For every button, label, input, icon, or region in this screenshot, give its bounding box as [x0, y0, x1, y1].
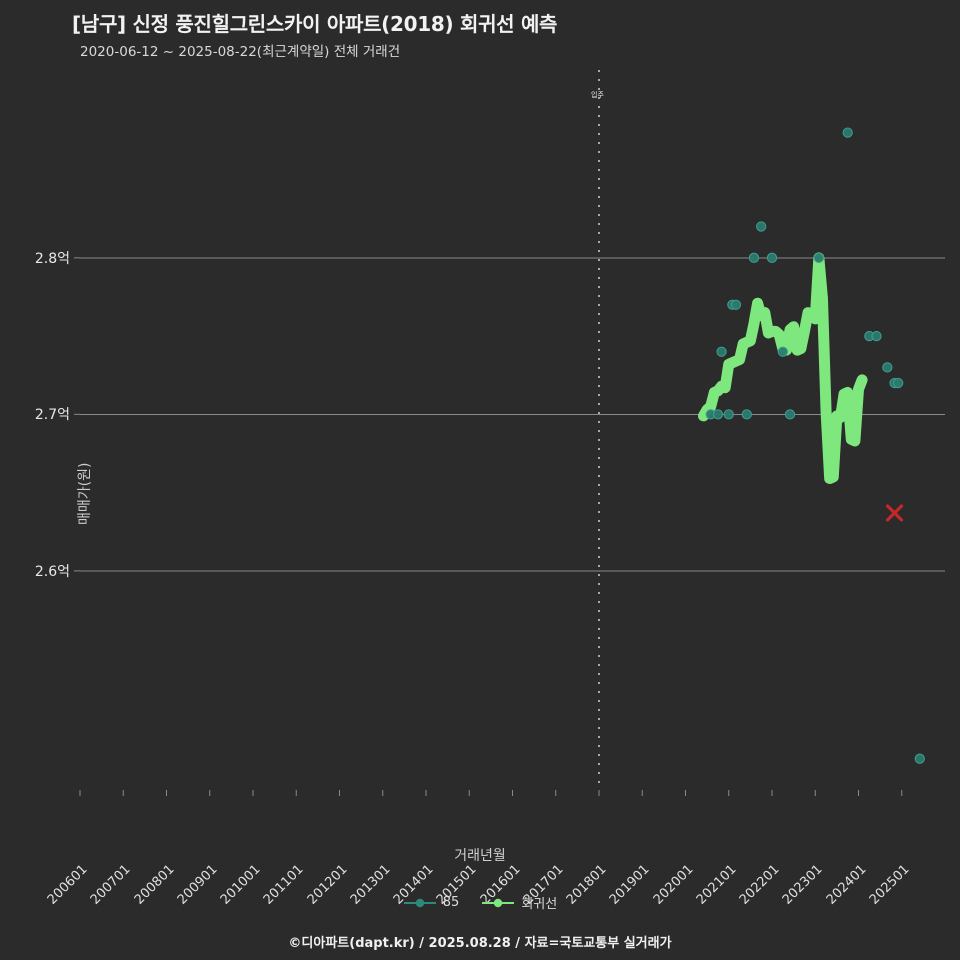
gridlines [74, 257, 945, 572]
prediction-marker [885, 504, 904, 522]
y-axis-title: 매매가(원) [77, 462, 93, 525]
regression-line [698, 252, 868, 485]
footer-credit: ©디아파트(dapt.kr) / 2025.08.28 / 자료=국토교통부 실… [288, 936, 672, 951]
x-tick-marks [79, 790, 903, 796]
y-tick-label: 2.6억 [34, 563, 70, 580]
plot-svg [74, 70, 945, 796]
legend-label: 85 [442, 895, 460, 910]
legend-marker-icon [403, 898, 436, 907]
scatter-points [705, 127, 925, 764]
chart-legend: 85 회귀선 [0, 893, 960, 912]
legend-label: 회귀선 [521, 897, 558, 912]
legend-item[interactable]: 85 [403, 895, 460, 910]
y-tick-label: 2.7억 [34, 407, 70, 424]
legend-item[interactable]: 회귀선 [481, 893, 557, 912]
x-axis-title: 거래년월 [454, 848, 506, 864]
plot-area: 2.8억 2.7억 2.6억 200601 200701 200801 200901 201… [35, 70, 945, 908]
page-title: [남구] 신정 풍진힐그린스카이 아파트(2018) 회귀선 예측 [72, 12, 558, 36]
y-tick-label: 2.8억 [34, 250, 70, 267]
page-subtitle: 2020-06-12 ~ 2025-08-22(최근계약일) 전체 거래건 [80, 44, 401, 60]
legend-marker-icon [482, 898, 515, 907]
move-in-annotation-label: 입주 [591, 91, 604, 99]
